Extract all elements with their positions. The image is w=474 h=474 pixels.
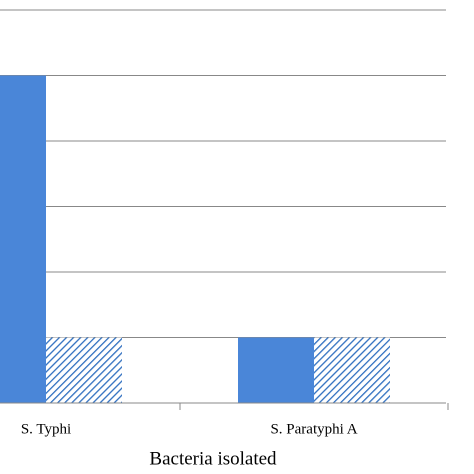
x-tick-label: S. Paratyphi A (270, 421, 357, 437)
x-tick-label: S. Typhi (21, 421, 71, 437)
bars (0, 75, 390, 403)
bar (314, 337, 390, 403)
bar (46, 337, 122, 403)
x-axis: S. Typhi S. Paratyphi A (0, 402, 449, 437)
bar (0, 75, 46, 403)
bar (238, 337, 314, 403)
x-axis-title: Bacteria isolated (149, 448, 277, 469)
